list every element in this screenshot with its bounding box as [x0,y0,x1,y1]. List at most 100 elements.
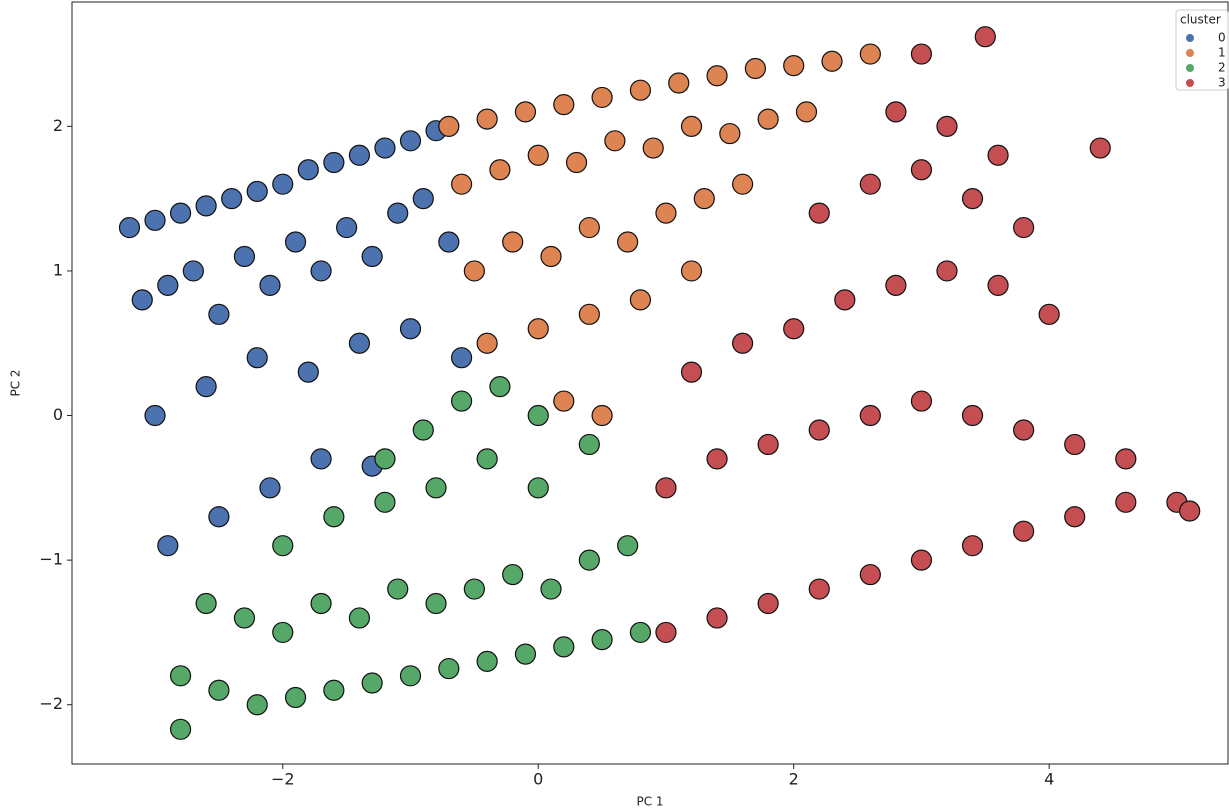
point [591,86,613,109]
point [642,137,664,159]
point [463,260,485,282]
point [757,433,779,456]
point [732,332,754,354]
point [399,130,422,152]
point [1038,303,1060,325]
point [974,26,996,48]
point [348,144,371,166]
point [412,188,434,210]
point [272,173,294,195]
point [527,318,549,340]
point [732,173,754,195]
point [361,672,383,694]
point [208,506,230,528]
legend-marker [1186,64,1194,72]
point [514,643,537,665]
point [706,65,728,87]
point [1089,137,1111,159]
legend-label: 0 [1218,31,1226,45]
point [578,216,600,239]
point [502,563,524,586]
point [169,202,192,224]
point [834,289,856,311]
point [757,592,779,615]
plot-area [72,2,1228,764]
point [502,231,524,253]
point [553,636,575,658]
point [476,332,498,354]
point [808,419,830,441]
point [514,101,537,123]
point [744,57,766,80]
point [987,274,1009,297]
x-tick-label: 0 [533,770,543,789]
point [527,404,549,427]
point [527,477,549,499]
point [399,318,422,340]
x-axis-label: PC 1 [636,795,663,809]
point [617,535,639,557]
point [348,607,371,629]
point [987,144,1009,166]
point [655,477,677,499]
point [476,108,498,130]
point [489,159,511,181]
point [361,245,383,268]
point [706,448,728,470]
point [348,332,371,354]
point [629,621,652,644]
point [450,347,473,369]
point [297,361,319,383]
point [272,621,294,644]
point [1064,433,1086,456]
point [195,195,217,217]
point [387,202,409,224]
plot-frame [71,1,1229,765]
point [859,43,881,65]
point [476,650,498,672]
point [1013,216,1035,239]
point [655,621,677,644]
point [910,43,933,65]
point [680,260,703,282]
point [885,274,907,297]
point [297,159,319,181]
y-tick-label: −2 [39,694,63,713]
legend-label: 1 [1218,46,1226,60]
point [1115,448,1137,470]
point [438,231,460,253]
point [489,376,511,398]
y-axis-label: PC 2 [9,369,23,396]
point [438,115,460,137]
point [182,260,204,282]
legend-label: 3 [1218,76,1226,90]
point [323,679,345,701]
point [961,188,984,210]
point [208,679,230,701]
point [578,303,600,325]
x-tick-label: −2 [271,770,295,789]
point [808,202,830,224]
point [629,79,652,101]
point [144,209,166,231]
point [246,180,268,203]
point [157,274,179,297]
point [565,151,588,174]
point [259,274,281,297]
point [885,101,907,123]
point [438,657,460,680]
point [553,390,575,412]
point [144,404,166,427]
x-tick-label: 4 [1044,770,1054,789]
point [336,216,358,239]
point [540,578,562,600]
point [617,231,639,253]
point [808,578,830,600]
point [553,94,575,116]
point [463,578,485,600]
point [195,376,217,398]
point [221,188,243,210]
point [284,231,307,253]
point [578,549,600,571]
legend-marker [1186,34,1194,42]
